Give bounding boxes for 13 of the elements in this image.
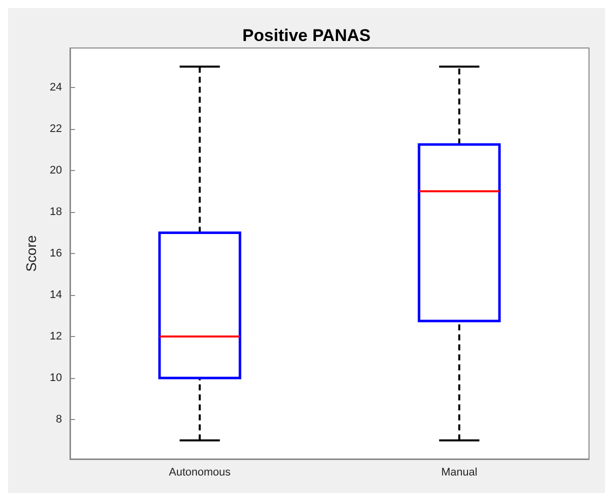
y-tick-label: 16 [50, 248, 62, 260]
y-tick-label: 14 [50, 289, 62, 302]
chart-title: Positive PANAS [242, 26, 371, 45]
y-tick-label: 12 [50, 330, 62, 343]
y-tick-label: 10 [50, 372, 62, 384]
y-tick-label: 22 [50, 122, 62, 135]
y-tick-label: 18 [50, 206, 62, 218]
x-tick-label: Manual [441, 466, 478, 478]
y-tick-label: 8 [56, 414, 62, 426]
x-tick-label: Autonomous [168, 466, 232, 478]
y-tick-label: 24 [50, 81, 62, 94]
y-axis-title: Score [23, 235, 39, 272]
y-tick-label: 20 [50, 164, 62, 176]
